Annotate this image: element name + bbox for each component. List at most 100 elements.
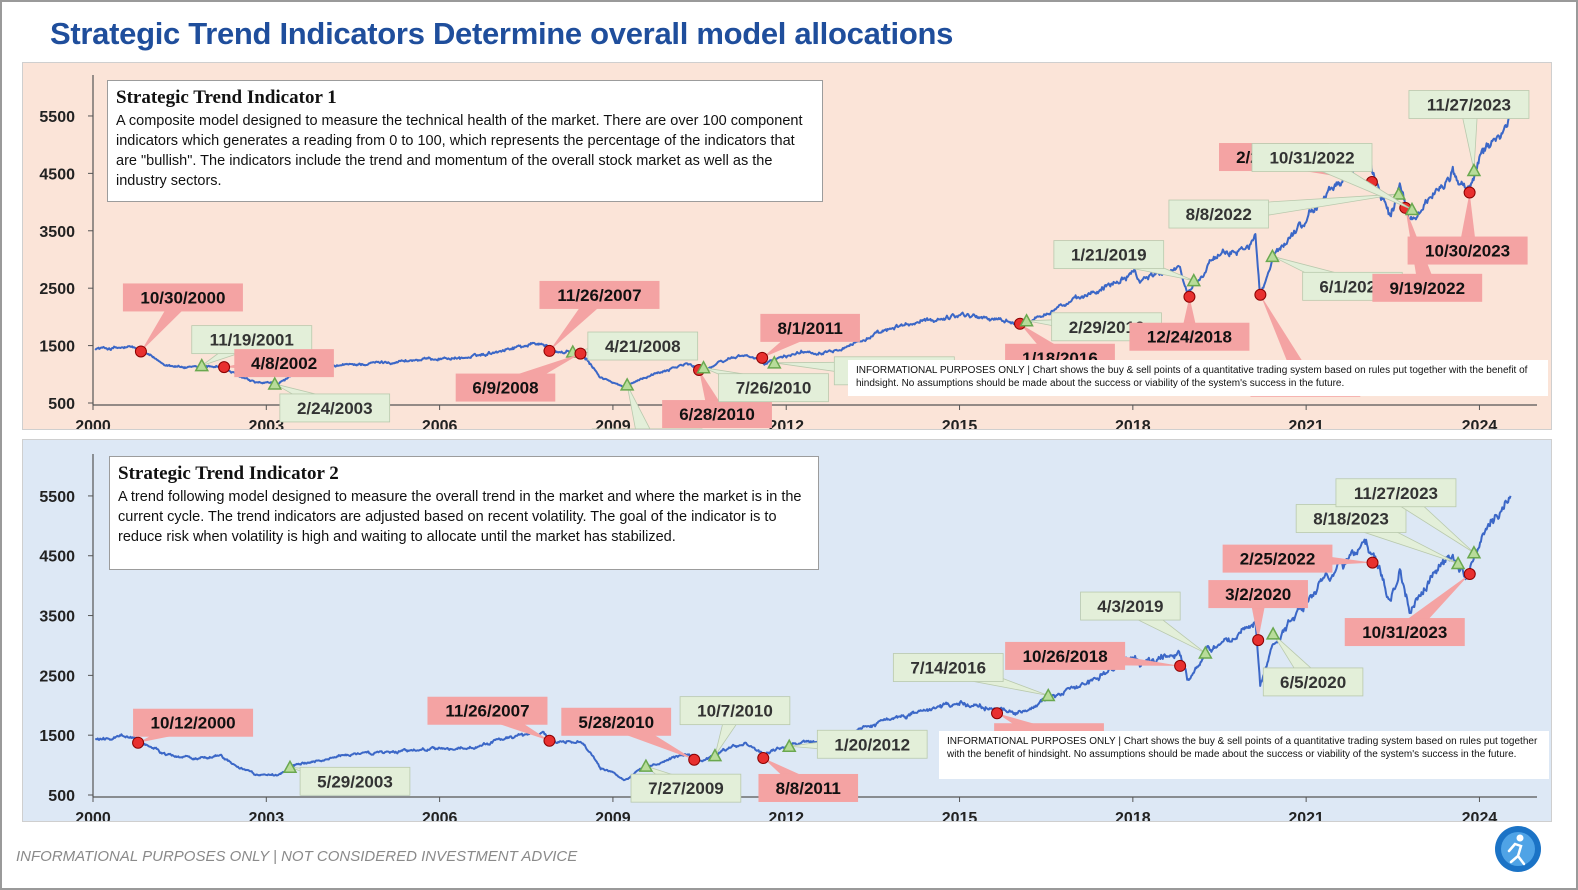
x-tick-label: 2009 [595,418,631,429]
signal-label: 10/12/2000 [151,714,236,733]
y-tick-label: 3500 [39,609,75,626]
signal-label: 4/21/2008 [605,337,681,356]
signal-label: 8/1/2011 [778,319,843,338]
sell-marker [132,736,145,749]
y-tick-label: 3500 [39,224,75,241]
sell-marker [1463,186,1476,199]
y-tick-label: 500 [48,788,75,805]
signal-label-box [1129,322,1250,351]
signal-label: 1/20/2012 [834,735,910,754]
buy-signal: 6/5/2020 [1262,626,1364,697]
signal-label-box [122,283,243,312]
sell-marker [991,707,1004,720]
signal-label: 10/31/2022 [1269,148,1354,167]
page-title: Strategic Trend Indicators Determine ove… [50,16,954,51]
y-tick-label: 5500 [39,489,75,506]
signal-label-box [427,696,548,725]
signal-label-box [760,313,860,342]
chart-panel-1: 5500 4500 3500 2500 1500 500 2000 2003 2006 2009 2… [22,62,1552,430]
signal-label-box [234,349,334,378]
signal-label-box [1372,273,1483,302]
signal-label: 4/8/2002 [251,354,317,373]
x-tick-label: 2006 [422,418,458,429]
chart-2-disclaimer: INFORMATIONAL PURPOSES ONLY | Chart show… [939,731,1549,779]
footer-disclaimer: INFORMATIONAL PURPOSES ONLY | NOT CONSID… [16,848,578,865]
signal-label: 7/26/2010 [736,379,812,398]
signal-label: 1/21/2019 [1071,246,1147,265]
signal-label: 2/24/2003 [297,399,373,418]
sell-marker [574,347,587,360]
y-tick-label: 4500 [39,549,75,566]
x-tick-label: 2006 [422,810,458,821]
x-tick-label: 2000 [75,810,111,821]
sell-marker [1254,288,1267,301]
signal-label-box [1262,667,1364,697]
signal-label-box [1080,591,1181,621]
signal-label: 8/8/2011 [776,779,841,798]
signal-label-box [892,653,1004,682]
sell-marker [543,344,556,357]
indicator-2-description: A trend following model designed to meas… [118,489,802,545]
buy-marker [638,758,654,772]
signal-label-box [1251,143,1373,172]
signal-label: 10/31/2023 [1362,623,1447,642]
indicator-1-description: A composite model designed to measure th… [116,113,803,189]
sell-signal: 3/2/2020 [1208,580,1308,647]
x-tick-label: 2003 [249,810,285,821]
signal-label-box [1407,236,1528,265]
signal-label: 11/26/2007 [445,702,529,721]
x-tick-label: 2021 [1288,810,1324,821]
x-tick-label: 2012 [768,810,804,821]
buy-marker [1198,645,1213,659]
company-logo [1495,826,1541,872]
sell-marker [1252,634,1265,647]
signal-label-box [279,393,391,423]
y-tick-label: 2500 [39,668,75,685]
x-tick-label: 2024 [1462,810,1498,821]
sell-marker [757,751,770,764]
signal-label-box [133,708,254,737]
buy-marker [707,748,723,762]
signal-label-box [662,400,772,429]
y-tick-label: 5500 [39,109,75,126]
signal-label-box [1222,544,1333,573]
sell-signal: 12/24/2018 [1129,290,1250,351]
signal-callout-pointer [1458,192,1477,251]
signal-label: 8/18/2023 [1313,510,1389,529]
buy-signal: 1/20/2012 [781,729,928,759]
sell-marker [1183,290,1196,303]
y-tick-label: 500 [48,396,75,413]
buy-signal: 7/26/2010 [696,360,829,403]
buy-marker [1186,273,1202,287]
sell-signal: 5/28/2010 [561,707,701,766]
signal-label: 10/26/2018 [1023,647,1108,666]
signal-label: 7/27/2009 [648,779,724,798]
buy-signal: 6/1/2020 [1265,248,1403,301]
buy-signal: 4/21/2008 [565,331,699,361]
buy-marker [282,759,298,774]
signal-label-box [299,766,411,796]
signal-label-box [455,373,556,402]
sell-marker [1174,659,1187,672]
signal-label: 6/5/2020 [1280,673,1346,692]
y-tick-label: 4500 [39,166,75,183]
buy-signal: 8/8/2022 [1168,186,1406,229]
signal-label: 12/24/2018 [1147,328,1232,347]
series-line [95,495,1512,782]
signal-label-box [191,325,313,355]
sell-signal: 4/8/2002 [218,349,334,378]
buy-marker [267,376,283,390]
signal-label: 11/27/2023 [1427,96,1511,115]
signal-label: 11/27/2023 [1354,484,1438,503]
signal-label: 9/19/2022 [1389,279,1465,298]
signal-label-box [1335,478,1457,508]
signal-label-box [1053,240,1165,270]
signal-label-box [630,773,742,803]
buy-marker [1019,313,1034,327]
signal-label: 11/19/2001 [210,331,294,350]
sell-signal: 8/8/2011 [757,751,859,802]
buy-marker [696,360,711,374]
buy-marker [1391,186,1406,200]
x-tick-label: 2021 [1288,418,1324,429]
